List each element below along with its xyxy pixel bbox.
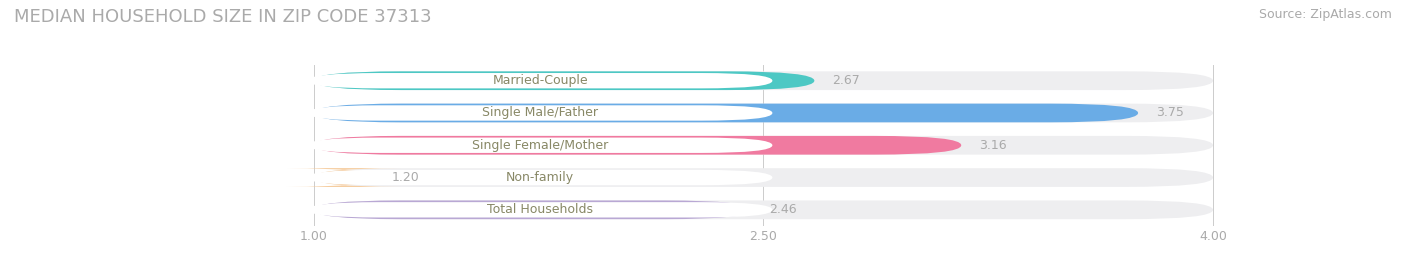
FancyBboxPatch shape	[314, 200, 1213, 219]
Text: Married-Couple: Married-Couple	[492, 74, 588, 87]
FancyBboxPatch shape	[314, 104, 1213, 122]
FancyBboxPatch shape	[314, 168, 1213, 187]
FancyBboxPatch shape	[314, 200, 751, 219]
Text: 3.75: 3.75	[1156, 107, 1184, 119]
FancyBboxPatch shape	[314, 71, 1213, 90]
FancyBboxPatch shape	[308, 105, 772, 121]
Text: Source: ZipAtlas.com: Source: ZipAtlas.com	[1258, 8, 1392, 21]
FancyBboxPatch shape	[308, 202, 772, 218]
Text: 2.67: 2.67	[832, 74, 860, 87]
Text: Single Male/Father: Single Male/Father	[482, 107, 598, 119]
FancyBboxPatch shape	[308, 137, 772, 153]
Text: MEDIAN HOUSEHOLD SIZE IN ZIP CODE 37313: MEDIAN HOUSEHOLD SIZE IN ZIP CODE 37313	[14, 8, 432, 26]
FancyBboxPatch shape	[314, 136, 962, 155]
FancyBboxPatch shape	[287, 168, 401, 187]
Text: Single Female/Mother: Single Female/Mother	[472, 139, 609, 152]
Text: Total Households: Total Households	[486, 203, 593, 216]
Text: 2.46: 2.46	[769, 203, 797, 216]
Text: 1.20: 1.20	[392, 171, 419, 184]
Text: Non-family: Non-family	[506, 171, 574, 184]
FancyBboxPatch shape	[314, 136, 1213, 155]
FancyBboxPatch shape	[314, 71, 814, 90]
FancyBboxPatch shape	[308, 170, 772, 185]
Text: 3.16: 3.16	[979, 139, 1007, 152]
FancyBboxPatch shape	[314, 104, 1137, 122]
FancyBboxPatch shape	[308, 73, 772, 89]
